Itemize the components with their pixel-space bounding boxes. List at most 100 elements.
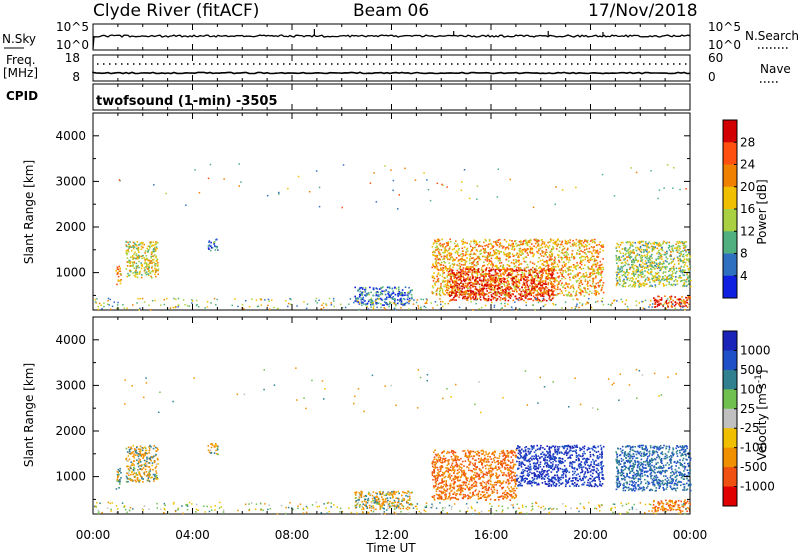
scatter-point xyxy=(684,261,687,264)
scatter-point xyxy=(482,278,485,281)
scatter-point xyxy=(139,479,141,482)
scatter-point xyxy=(544,281,547,283)
scatter-point xyxy=(690,279,692,282)
scatter-point xyxy=(651,257,653,259)
scatter-point xyxy=(147,260,150,262)
scatter-point xyxy=(559,246,561,249)
scatter-point xyxy=(436,266,438,268)
scatter-point xyxy=(142,453,144,455)
scatter-point xyxy=(523,269,526,272)
scatter-point xyxy=(578,246,581,249)
scatter-point xyxy=(652,266,655,269)
scatter-point xyxy=(435,259,438,261)
scatter-point xyxy=(531,286,533,289)
scatter-point xyxy=(413,299,415,301)
scatter-point xyxy=(655,279,658,281)
scatter-point xyxy=(660,263,663,265)
scatter-point xyxy=(465,253,468,255)
scatter-point xyxy=(460,285,463,288)
scatter-point xyxy=(483,285,486,287)
scatter-point xyxy=(621,274,624,277)
scatter-point xyxy=(549,268,552,270)
scatter-point xyxy=(360,286,363,289)
scatter-point xyxy=(677,257,679,260)
scatter-point xyxy=(482,270,484,273)
scatter-point xyxy=(354,501,357,503)
scatter-point xyxy=(525,301,527,304)
scatter-point xyxy=(511,272,514,274)
scatter-point xyxy=(680,305,682,308)
scatter-point xyxy=(133,476,136,479)
scatter-point xyxy=(507,260,510,262)
scatter-point xyxy=(429,199,432,202)
scatter-point xyxy=(446,289,448,291)
scatter-point xyxy=(504,289,507,291)
scatter-point xyxy=(126,253,128,256)
scatter-point xyxy=(593,292,596,295)
scatter-point xyxy=(508,289,510,291)
scatter-point xyxy=(559,268,561,271)
scatter-point xyxy=(639,270,642,272)
scatter-point xyxy=(493,459,495,462)
scatter-point xyxy=(551,278,554,280)
scatter-point xyxy=(502,245,505,248)
scatter-point xyxy=(125,250,128,252)
scatter-point xyxy=(656,252,658,255)
scatter-point xyxy=(687,277,689,279)
scatter-point xyxy=(558,259,560,262)
scatter-point xyxy=(599,251,601,253)
scatter-point xyxy=(116,283,118,286)
cpid-text: twofsound (1-min) -3505 xyxy=(96,94,278,109)
scatter-point xyxy=(370,501,373,503)
scatter-point xyxy=(511,268,514,271)
scatter-point xyxy=(653,261,656,264)
scatter-point xyxy=(550,256,552,258)
scatter-point xyxy=(150,476,152,479)
scatter-point xyxy=(462,238,465,241)
scatter-point xyxy=(484,258,487,261)
scatter-point xyxy=(133,453,135,455)
scatter-point xyxy=(539,259,542,262)
scatter-point xyxy=(598,264,600,267)
scatter-point xyxy=(539,270,541,272)
scatter-point xyxy=(151,270,153,273)
scatter-point xyxy=(490,285,492,288)
scatter-point xyxy=(127,446,130,449)
scatter-point xyxy=(543,243,546,245)
scatter-point xyxy=(687,268,690,270)
scatter-point xyxy=(465,260,468,263)
scatter-point xyxy=(479,258,482,261)
scatter-point xyxy=(157,458,159,461)
scatter-point xyxy=(529,261,532,263)
scatter-point xyxy=(647,261,650,263)
scatter-point xyxy=(610,304,612,306)
scatter-point xyxy=(364,288,366,291)
scatter-point xyxy=(572,264,575,266)
scatter-point xyxy=(328,297,331,300)
scatter-point xyxy=(563,294,565,297)
scatter-point xyxy=(682,300,684,302)
scatter-point xyxy=(513,270,515,272)
scatter-point xyxy=(134,251,136,254)
scatter-point xyxy=(624,261,626,264)
scatter-point xyxy=(140,449,142,452)
scatter-point xyxy=(406,298,409,301)
scatter-point xyxy=(591,265,593,268)
scatter-point xyxy=(632,264,634,266)
scatter-point xyxy=(532,287,535,289)
scatter-point xyxy=(127,245,130,248)
scatter-point xyxy=(461,181,463,183)
scatter-point xyxy=(469,258,471,260)
scatter-point xyxy=(148,446,150,448)
scatter-point xyxy=(676,256,679,259)
scatter-point xyxy=(509,178,511,181)
scatter-point xyxy=(624,253,627,256)
scatter-point xyxy=(438,293,441,295)
scatter-point xyxy=(397,497,399,500)
scatter-point xyxy=(536,285,538,288)
scatter-point xyxy=(544,303,547,306)
scatter-point xyxy=(553,267,555,270)
scatter-point xyxy=(560,267,563,270)
scatter-point xyxy=(659,244,661,246)
scatter-point xyxy=(482,280,485,282)
